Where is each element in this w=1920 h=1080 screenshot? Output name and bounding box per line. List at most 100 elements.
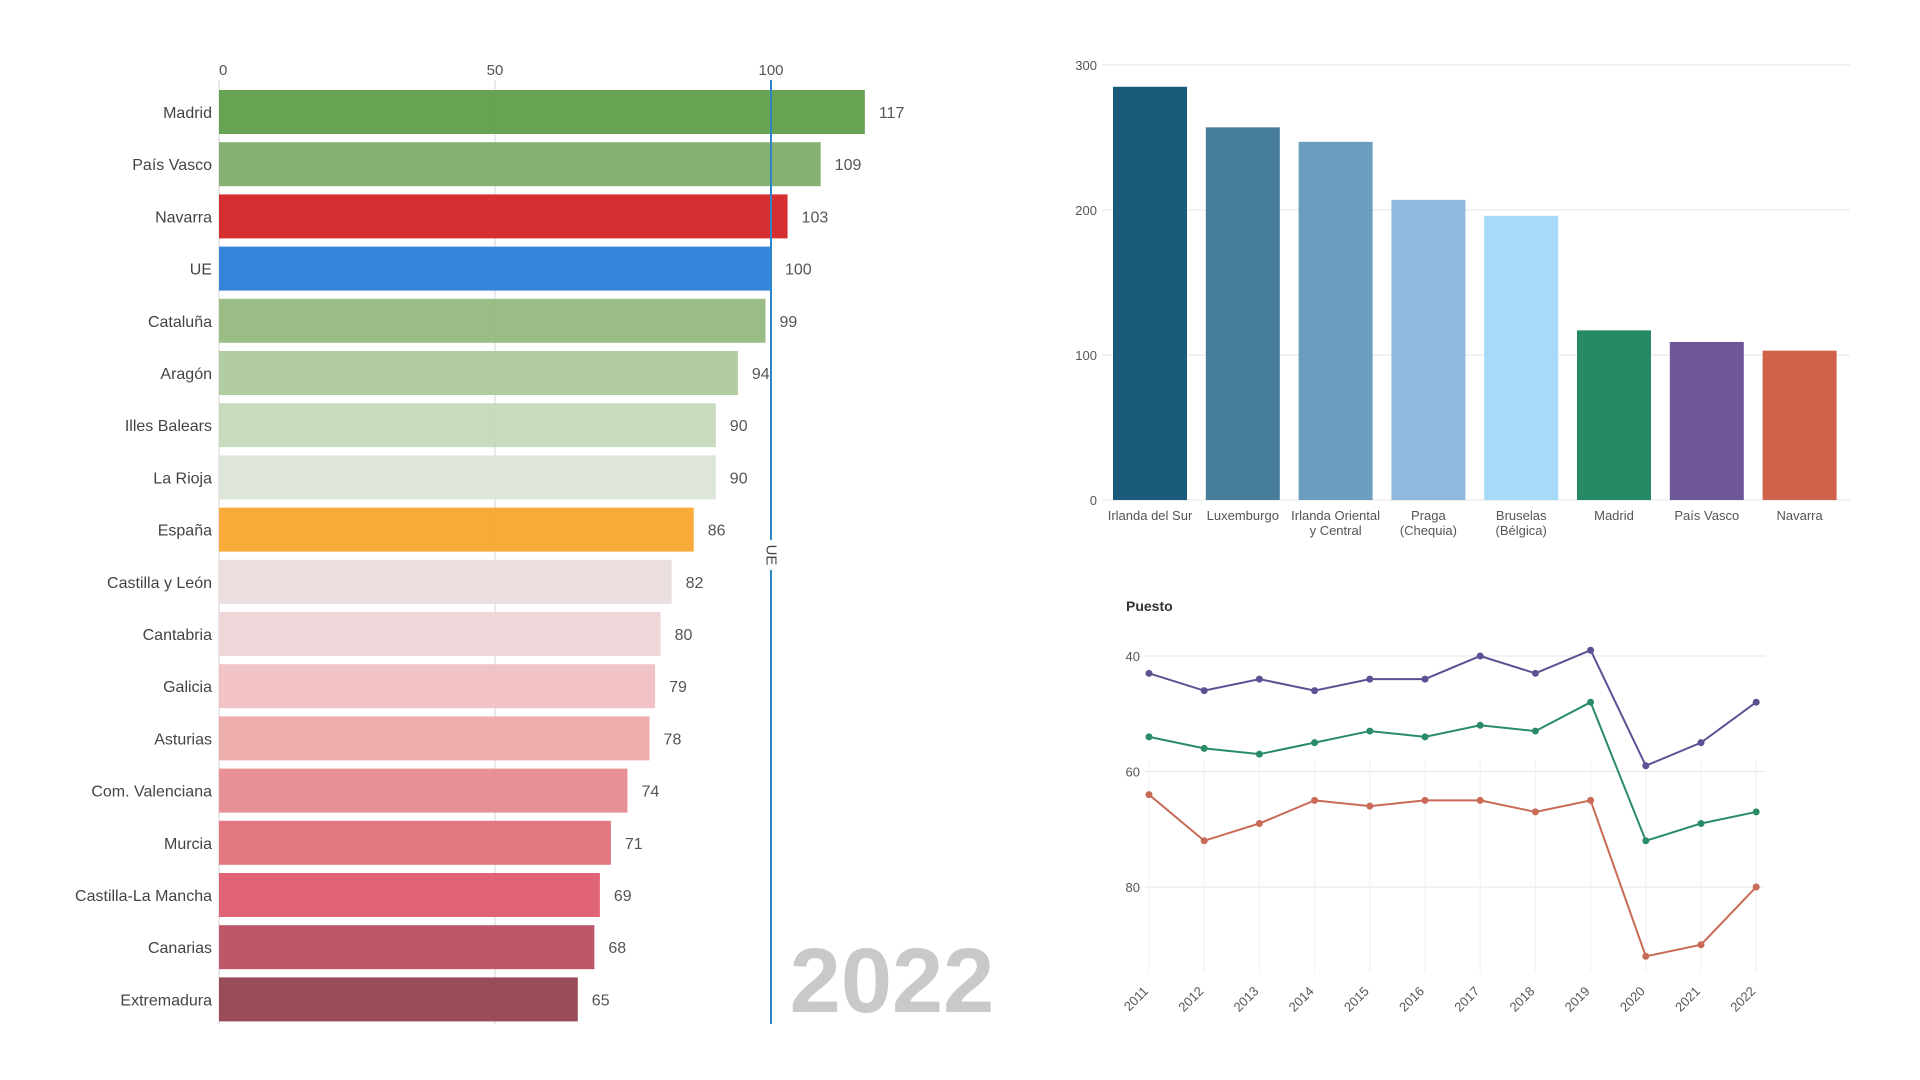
value-label: 94 (752, 366, 770, 383)
category-label: Aragón (160, 366, 212, 383)
bar (219, 664, 656, 709)
category-label: Irlanda del Sur (1108, 508, 1193, 523)
series-line (1148, 648, 1757, 768)
category-label: Luxemburgo (1207, 508, 1279, 523)
bar (219, 768, 628, 813)
category-label: Praga (1411, 508, 1446, 523)
series-point (1421, 733, 1429, 741)
value-label: 82 (686, 575, 704, 592)
value-label: 78 (664, 731, 682, 748)
category-label: Asturias (154, 731, 212, 748)
y-tick-label: 300 (1075, 58, 1097, 73)
y-tick-label: 80 (1126, 880, 1140, 895)
y-tick-label: 40 (1126, 649, 1140, 664)
series-point (1311, 739, 1319, 747)
bar (219, 142, 821, 187)
series-point (1697, 941, 1705, 949)
x-tick-label: 2018 (1506, 984, 1537, 1015)
series-line (1148, 793, 1757, 958)
value-label: 86 (708, 523, 726, 540)
series-point (1587, 646, 1595, 654)
series-point (1697, 819, 1705, 827)
x-tick-label: 2012 (1175, 984, 1206, 1015)
y-tick-label: 60 (1126, 765, 1140, 780)
column-bar (1391, 199, 1466, 500)
category-label: España (158, 523, 212, 540)
x-tick-label: 2021 (1672, 984, 1703, 1015)
bar (219, 455, 716, 500)
series-point (1311, 796, 1319, 804)
category-label: Galicia (163, 679, 212, 696)
series-point (1311, 687, 1319, 695)
bar (219, 298, 766, 343)
x-tick-label: 2013 (1230, 984, 1261, 1015)
bar (219, 716, 650, 761)
cities-column-chart: 0 100 200 300 Irlanda del Sur Luxemburgo Irlan… (1075, 58, 1850, 538)
bar (219, 873, 600, 917)
x-tick-label: 2022 (1727, 984, 1758, 1015)
series-point (1255, 819, 1263, 827)
series-line (1148, 700, 1757, 843)
series-point (1752, 808, 1760, 816)
series-point (1642, 762, 1650, 770)
series-point (1587, 698, 1595, 706)
reference-line-label: UE (763, 545, 780, 566)
category-label: Navarra (1776, 508, 1823, 523)
value-label: 71 (625, 836, 643, 853)
x-tick-label: 2017 (1451, 984, 1482, 1015)
value-label: 103 (802, 209, 829, 226)
category-label: Madrid (163, 105, 212, 122)
column-bar (1298, 141, 1373, 500)
regions-bar-chart: 0 50 100 Madrid 117 País Vasco 109 Navarra 103 UE… (75, 62, 994, 1032)
value-label: 79 (669, 679, 687, 696)
series-point (1366, 675, 1374, 683)
category-label: y Central (1310, 523, 1362, 538)
x-tick-label: 2019 (1562, 984, 1593, 1015)
x-tick-label: 2016 (1396, 984, 1427, 1015)
category-label: País Vasco (1674, 508, 1739, 523)
x-tick-label: 0 (219, 62, 227, 79)
bar (219, 194, 788, 239)
category-label: Murcia (164, 836, 212, 853)
category-label: Canarias (148, 940, 212, 957)
y-tick-label: 200 (1075, 203, 1097, 218)
series-point (1421, 796, 1429, 804)
category-label: (Bélgica) (1496, 523, 1547, 538)
category-label: País Vasco (132, 157, 212, 174)
series-point (1752, 698, 1760, 706)
series-point (1531, 669, 1539, 677)
category-label: Illes Balears (125, 418, 212, 435)
category-label: Bruselas (1496, 508, 1547, 523)
column-bar (1669, 341, 1744, 500)
series-point (1200, 744, 1208, 752)
bar (219, 246, 771, 291)
y-tick-label: 100 (1075, 348, 1097, 363)
category-label: Castilla-La Mancha (75, 888, 212, 905)
category-label: Castilla y León (107, 575, 212, 592)
x-tick-label: 50 (487, 62, 504, 79)
value-label: 117 (879, 105, 905, 122)
bar (219, 612, 661, 656)
series-point (1476, 652, 1484, 660)
series-point (1531, 808, 1539, 816)
column-bar (1484, 215, 1559, 501)
bar (219, 90, 865, 134)
column-bar (1577, 330, 1651, 500)
value-label: 74 (641, 784, 659, 801)
bar (219, 559, 672, 604)
bar (219, 925, 595, 970)
y-axis-title: Puesto (1126, 598, 1173, 614)
series-point (1366, 802, 1374, 810)
value-label: 100 (785, 262, 812, 279)
value-label: 90 (730, 470, 748, 487)
bar (219, 820, 611, 865)
column-bar (1762, 350, 1837, 500)
category-label: Irlanda Oriental (1291, 508, 1380, 523)
x-tick-label: 100 (758, 62, 783, 79)
category-label: (Chequia) (1400, 523, 1457, 538)
column-bar (1205, 127, 1280, 500)
category-label: Extremadura (120, 992, 212, 1009)
series-point (1366, 727, 1374, 735)
bar (219, 351, 738, 395)
bar (219, 403, 716, 448)
